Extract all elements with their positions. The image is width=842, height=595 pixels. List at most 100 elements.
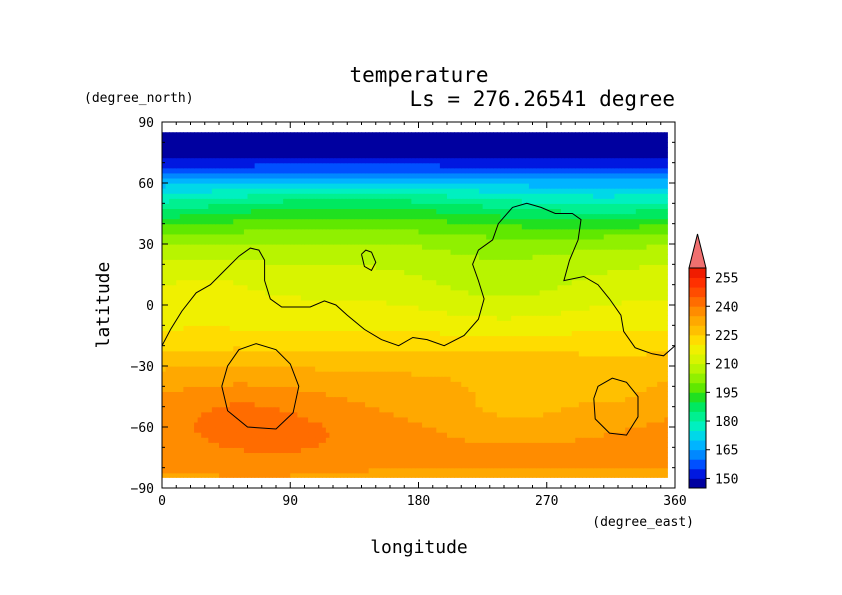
field-cell [390, 335, 395, 342]
field-cell [254, 437, 259, 443]
field-cell [642, 416, 648, 423]
field-cell [372, 411, 377, 418]
field-cell [372, 396, 377, 403]
field-cell [568, 315, 573, 321]
field-cell [642, 457, 648, 464]
field-cell [201, 340, 206, 347]
field-cell [190, 432, 195, 438]
field-cell [550, 432, 555, 438]
field-cell [454, 360, 459, 367]
field-cell [315, 305, 320, 311]
field-cell [290, 442, 295, 448]
field-cell [603, 416, 608, 423]
field-cell [496, 386, 502, 393]
chart-subtitle: Ls = 276.26541 degree [409, 87, 675, 111]
field-cell [365, 411, 370, 418]
field-cell [236, 406, 241, 413]
field-cell [386, 360, 391, 367]
field-cell [165, 401, 170, 408]
field-cell [528, 305, 534, 311]
field-cell [436, 396, 441, 403]
field-cell [635, 462, 640, 469]
field-cell [372, 416, 377, 423]
field-cell [340, 467, 345, 474]
field-cell [304, 467, 309, 474]
field-cell [290, 340, 295, 347]
field-cell [457, 467, 462, 474]
field-cell [261, 411, 266, 418]
field-cell [186, 396, 192, 403]
field-cell [276, 442, 281, 448]
field-cell [493, 401, 498, 408]
field-cell [603, 457, 608, 464]
field-cell [418, 421, 423, 428]
field-cell [243, 345, 249, 352]
field-cell [297, 472, 302, 478]
field-cell [632, 467, 637, 474]
field-cell [233, 421, 238, 428]
field-cell [162, 315, 167, 321]
field-cell [233, 381, 238, 387]
field-cell [365, 391, 370, 398]
field-cell [603, 411, 608, 418]
field-cell [222, 315, 227, 321]
field-cell [454, 381, 459, 387]
field-cell [333, 325, 338, 332]
field-cell [632, 421, 637, 428]
field-cell [393, 366, 398, 372]
field-cell [632, 401, 637, 408]
field-cell [553, 386, 559, 393]
field-cell [479, 360, 484, 367]
field-cell [211, 437, 217, 443]
field-cell [176, 396, 181, 403]
field-cell [243, 371, 249, 377]
field-cell [379, 366, 384, 372]
field-cell [290, 452, 295, 459]
field-cell [336, 350, 341, 357]
field-cell [528, 467, 534, 474]
field-cell [290, 427, 295, 433]
field-cell [500, 340, 505, 347]
field-cell [215, 320, 220, 326]
field-cell [297, 437, 302, 443]
field-cell [261, 391, 266, 398]
field-cell [642, 345, 648, 352]
field-cell [650, 406, 655, 413]
field-cell [333, 376, 338, 382]
field-cell [607, 345, 612, 352]
field-cell [322, 315, 327, 321]
field-cell [258, 366, 263, 372]
field-cell [596, 401, 601, 408]
field-cell [186, 421, 192, 428]
field-cell [546, 406, 551, 413]
field-cell [614, 345, 619, 352]
field-cell [607, 315, 612, 321]
field-cell [165, 371, 170, 377]
field-cell [514, 406, 519, 413]
field-cell [525, 457, 530, 464]
field-cell [397, 442, 402, 448]
field-cell [329, 355, 334, 362]
field-cell [461, 467, 466, 474]
field-cell [197, 355, 202, 362]
field-cell [475, 320, 480, 326]
field-cell [418, 330, 423, 337]
field-cell [575, 381, 580, 387]
field-cell [593, 467, 598, 474]
field-cell [197, 335, 202, 342]
field-cell [607, 355, 612, 362]
field-cell [443, 366, 448, 372]
field-cell [511, 386, 516, 393]
field-cell [233, 411, 238, 418]
field-cell [607, 340, 612, 347]
field-cell [571, 381, 576, 387]
field-cell [222, 411, 227, 418]
field-cell [300, 447, 306, 454]
field-cell [436, 366, 441, 372]
field-cell [514, 432, 519, 438]
field-cell [571, 305, 576, 311]
field-cell [222, 462, 227, 469]
field-cell [618, 457, 623, 464]
field-cell [375, 366, 380, 372]
field-cell [357, 462, 363, 469]
